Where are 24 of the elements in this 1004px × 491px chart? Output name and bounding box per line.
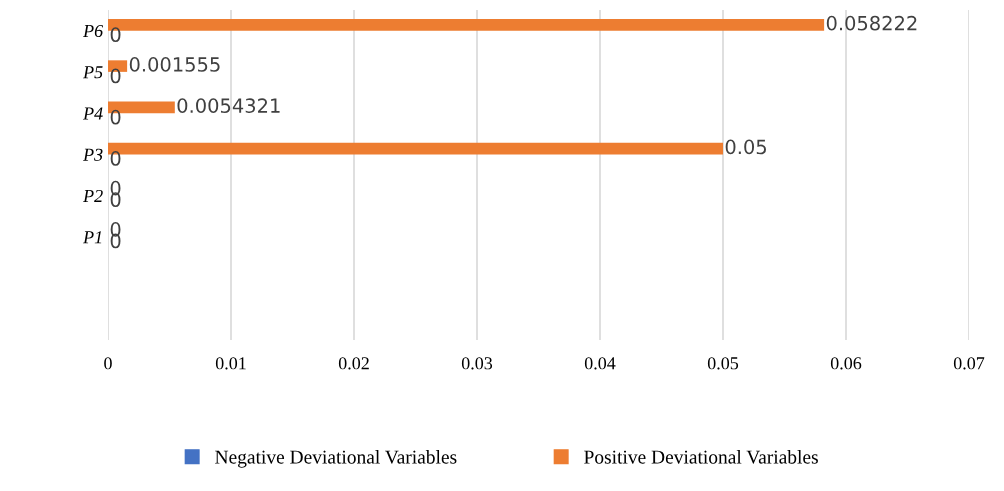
- x-tick-label: 0.07: [953, 357, 985, 370]
- data-label: 0: [110, 109, 121, 125]
- y-tick-label: P1: [82, 231, 102, 244]
- x-tick-label: 0: [104, 357, 112, 370]
- data-label: 0.05: [725, 139, 766, 155]
- x-tick-label: 0.01: [215, 357, 246, 370]
- x-tick-label: 0.02: [338, 357, 369, 370]
- y-tick-label: P6: [82, 24, 104, 38]
- x-tick-label: 0.03: [461, 357, 493, 370]
- data-label: 0: [110, 27, 121, 43]
- legend-label: Negative Deviational Variables: [215, 449, 457, 468]
- x-tick-label: 0.04: [584, 357, 616, 370]
- y-tick-label: P5: [82, 66, 103, 79]
- data-label: 0: [110, 68, 121, 84]
- x-tick-label: 0.05: [707, 357, 739, 370]
- y-tick-label: P4: [82, 107, 103, 120]
- data-label: 0.0054321: [177, 98, 280, 113]
- x-tick-label: 0.06: [830, 357, 862, 370]
- legend-label: Positive Deviational Variables: [584, 449, 818, 464]
- data-label: 0.001555: [129, 57, 220, 72]
- y-tick-label: P3: [82, 148, 103, 161]
- data-label: 0.058222: [826, 15, 917, 31]
- data-label: 0: [110, 151, 121, 166]
- y-tick-label: P2: [82, 189, 103, 202]
